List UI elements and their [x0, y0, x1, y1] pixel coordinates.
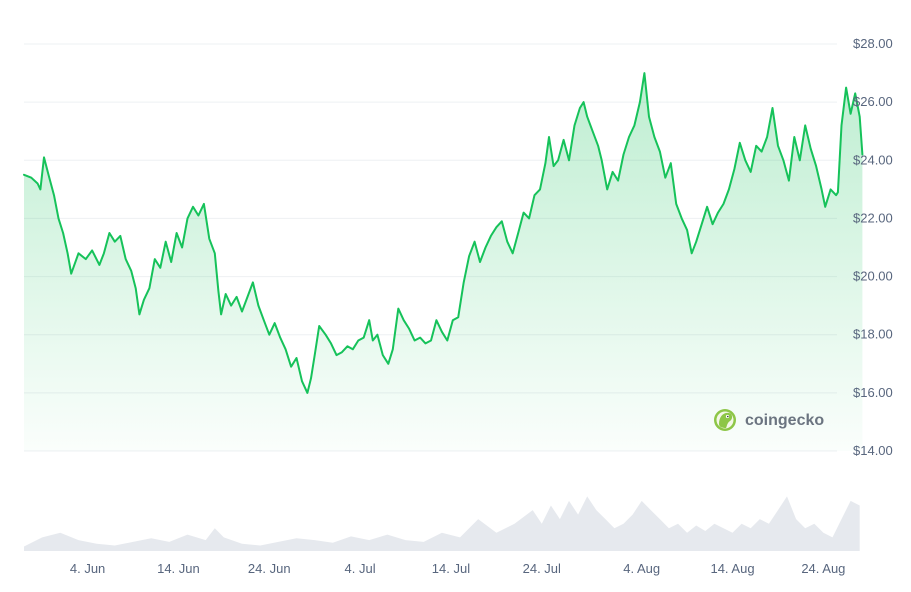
x-tick-label: 4. Jun	[70, 561, 105, 576]
y-tick-label: $20.00	[853, 269, 893, 284]
y-tick-label: $14.00	[853, 443, 893, 458]
x-tick-label: 14. Aug	[710, 561, 754, 576]
y-tick-label: $18.00	[853, 327, 893, 342]
price-line-layer	[23, 72, 864, 394]
coingecko-label: coingecko	[745, 412, 824, 429]
volume-area	[24, 496, 860, 551]
x-tick-label: 24. Aug	[801, 561, 845, 576]
volume-shape	[24, 496, 860, 551]
price-area-fill	[24, 73, 863, 451]
x-tick-label: 24. Jul	[523, 561, 561, 576]
y-tick-label: $22.00	[853, 210, 893, 225]
x-tick-label: 14. Jul	[432, 561, 470, 576]
x-axis-ticks: 4. Jun 14. Jun 24. Jun 4. Jul 14. Jul 24. Jul…	[70, 561, 846, 576]
coingecko-watermark: coingecko	[714, 409, 824, 431]
price-line	[23, 72, 864, 394]
y-axis-ticks: $28.00 $26.00 $24.00 $22.00 $20.00 $18.00 $16.…	[853, 36, 893, 458]
y-tick-label: $28.00	[853, 36, 893, 51]
coingecko-gecko-icon	[714, 409, 736, 431]
y-tick-label: $16.00	[853, 385, 893, 400]
x-tick-label: 24. Jun	[248, 561, 291, 576]
price-area	[24, 73, 863, 451]
y-tick-label: $24.00	[853, 152, 893, 167]
x-tick-label: 14. Jun	[157, 561, 200, 576]
x-tick-label: 4. Jul	[345, 561, 376, 576]
y-tick-label: $26.00	[853, 94, 893, 109]
x-tick-label: 4. Aug	[623, 561, 660, 576]
